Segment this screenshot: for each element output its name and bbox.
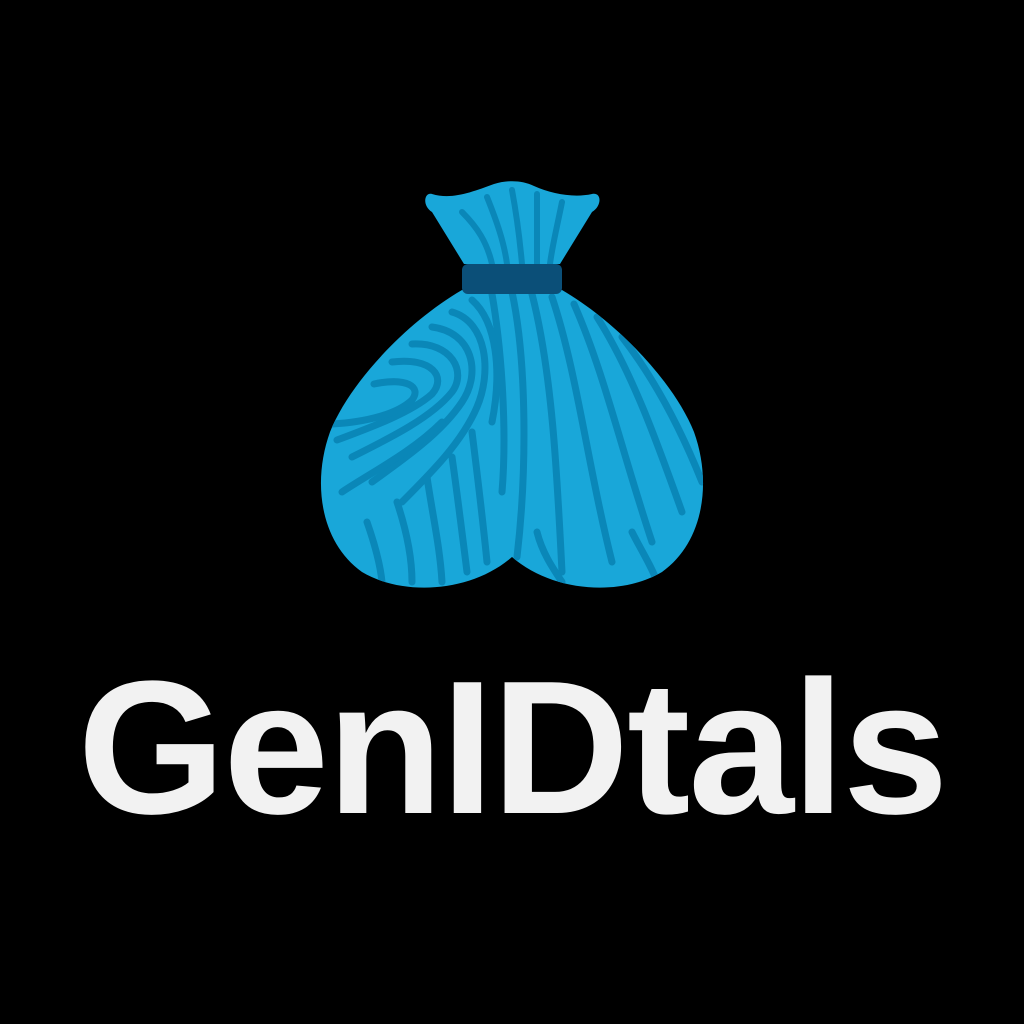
bag-tie-band xyxy=(462,264,562,294)
brand-wordmark: GenIDtals xyxy=(77,642,949,854)
fingerprint-money-bag-icon xyxy=(320,181,704,588)
bag-body xyxy=(320,290,704,588)
fingerprint-ridges xyxy=(328,290,704,586)
